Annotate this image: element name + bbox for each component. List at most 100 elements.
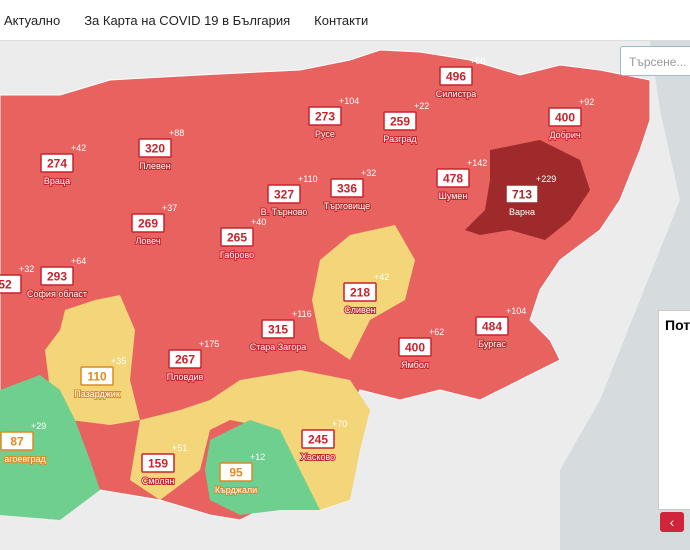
region-name: агоевград <box>4 454 46 464</box>
nav-link[interactable]: Актуално <box>4 12 61 28</box>
region-value: 269 <box>138 217 158 231</box>
region-value: 159 <box>148 457 168 471</box>
sea <box>560 41 690 550</box>
value-box <box>220 227 254 247</box>
value-box <box>261 319 295 339</box>
value-box <box>131 213 165 233</box>
value-box <box>436 168 470 188</box>
nav-link[interactable]: За Карта на COVID 19 в България <box>84 12 291 28</box>
region-change: +142 <box>467 158 487 168</box>
value-box <box>383 111 417 131</box>
nav-link[interactable]: Контакти <box>314 12 369 28</box>
region-name: Плевен <box>139 161 170 171</box>
region-change: +22 <box>414 101 429 111</box>
region-name: Враца <box>44 176 70 186</box>
region-change: +40 <box>251 217 266 227</box>
region-value: 265 <box>227 231 247 245</box>
region-green[interactable] <box>205 420 320 515</box>
region-value: 245 <box>308 433 328 447</box>
region-name: Ловеч <box>136 236 161 246</box>
value-box <box>330 178 364 198</box>
panel-title: Пот <box>665 317 690 333</box>
region-change: +104 <box>339 96 359 106</box>
value-box <box>168 349 202 369</box>
region-name: Кърджали <box>215 485 257 495</box>
region-name: Стара Загора <box>250 342 307 352</box>
navbar: Актуално За Карта на COVID 19 в България… <box>0 0 690 41</box>
region-value: 52 <box>0 278 12 292</box>
region-change: +51 <box>172 443 187 453</box>
value-box <box>141 453 175 473</box>
region-change: +60 <box>470 56 485 66</box>
region-change: +104 <box>506 306 526 316</box>
region-yellow[interactable] <box>130 370 370 510</box>
region-change: +42 <box>71 143 86 153</box>
value-box <box>439 66 473 86</box>
region-value: 496 <box>446 70 466 84</box>
value-box <box>308 106 342 126</box>
value-box <box>505 184 539 204</box>
region-name: Силистра <box>436 89 476 99</box>
region-value: 400 <box>555 111 575 125</box>
region-name: Хасково <box>301 452 335 462</box>
region-name: Габрово <box>220 250 254 260</box>
region-name: Смолян <box>142 476 175 486</box>
region-value: 478 <box>443 172 463 186</box>
region-name: Добрич <box>549 130 580 140</box>
region-value: 273 <box>315 110 335 124</box>
region-name: В. Търново <box>261 207 308 217</box>
region-change: +229 <box>536 174 556 184</box>
region-value: 293 <box>47 270 67 284</box>
region-change: +92 <box>579 97 594 107</box>
region-value: 110 <box>87 370 107 384</box>
value-box <box>343 282 377 302</box>
region-value: 95 <box>229 466 243 480</box>
region-value: 400 <box>405 341 425 355</box>
region-name: Търговище <box>324 201 370 211</box>
region-value: 713 <box>512 188 532 202</box>
prev-button[interactable]: ‹ <box>660 512 684 532</box>
region-value: 87 <box>10 435 24 449</box>
region-name: Русе <box>315 129 335 139</box>
region-name: Пловдив <box>167 372 204 382</box>
region-change: +35 <box>111 356 126 366</box>
region-name: Пазарджик <box>74 389 120 399</box>
value-box <box>0 431 34 451</box>
region-change: +88 <box>169 128 184 138</box>
search-input[interactable]: Търсене... <box>620 46 690 76</box>
region-name: Разград <box>383 134 417 144</box>
region-name: София област <box>27 289 87 299</box>
region-change: +37 <box>162 203 177 213</box>
region-value: 274 <box>47 157 67 171</box>
value-box <box>548 107 582 127</box>
region-change: +32 <box>19 264 34 274</box>
value-box <box>301 429 335 449</box>
region-change: +29 <box>31 421 46 431</box>
value-box <box>398 337 432 357</box>
region-change: +175 <box>199 339 219 349</box>
region-green[interactable] <box>0 375 100 520</box>
region-change: +70 <box>332 419 347 429</box>
region-value: 484 <box>482 320 502 334</box>
region-value: 267 <box>175 353 195 367</box>
region-name: Сливен <box>344 305 375 315</box>
region-yellow[interactable] <box>45 295 140 425</box>
region-value: 327 <box>274 188 294 202</box>
region-value: 218 <box>350 286 370 300</box>
value-box <box>40 153 74 173</box>
region-name: Бургас <box>478 339 506 349</box>
info-panel: Пот <box>658 310 690 510</box>
region-change: +64 <box>71 256 86 266</box>
map: 496 +60 Силистра 273 +104 Русе 259 +22 Разград 40… <box>0 41 690 550</box>
region-name: Варна <box>509 207 535 217</box>
value-box <box>40 266 74 286</box>
value-box <box>138 138 172 158</box>
region-value: 315 <box>268 323 288 337</box>
value-box <box>80 366 114 386</box>
region-value: 336 <box>337 182 357 196</box>
value-box <box>0 274 22 294</box>
region-change: +12 <box>250 452 265 462</box>
region-change: +42 <box>374 272 389 282</box>
region-change: +110 <box>298 174 318 184</box>
